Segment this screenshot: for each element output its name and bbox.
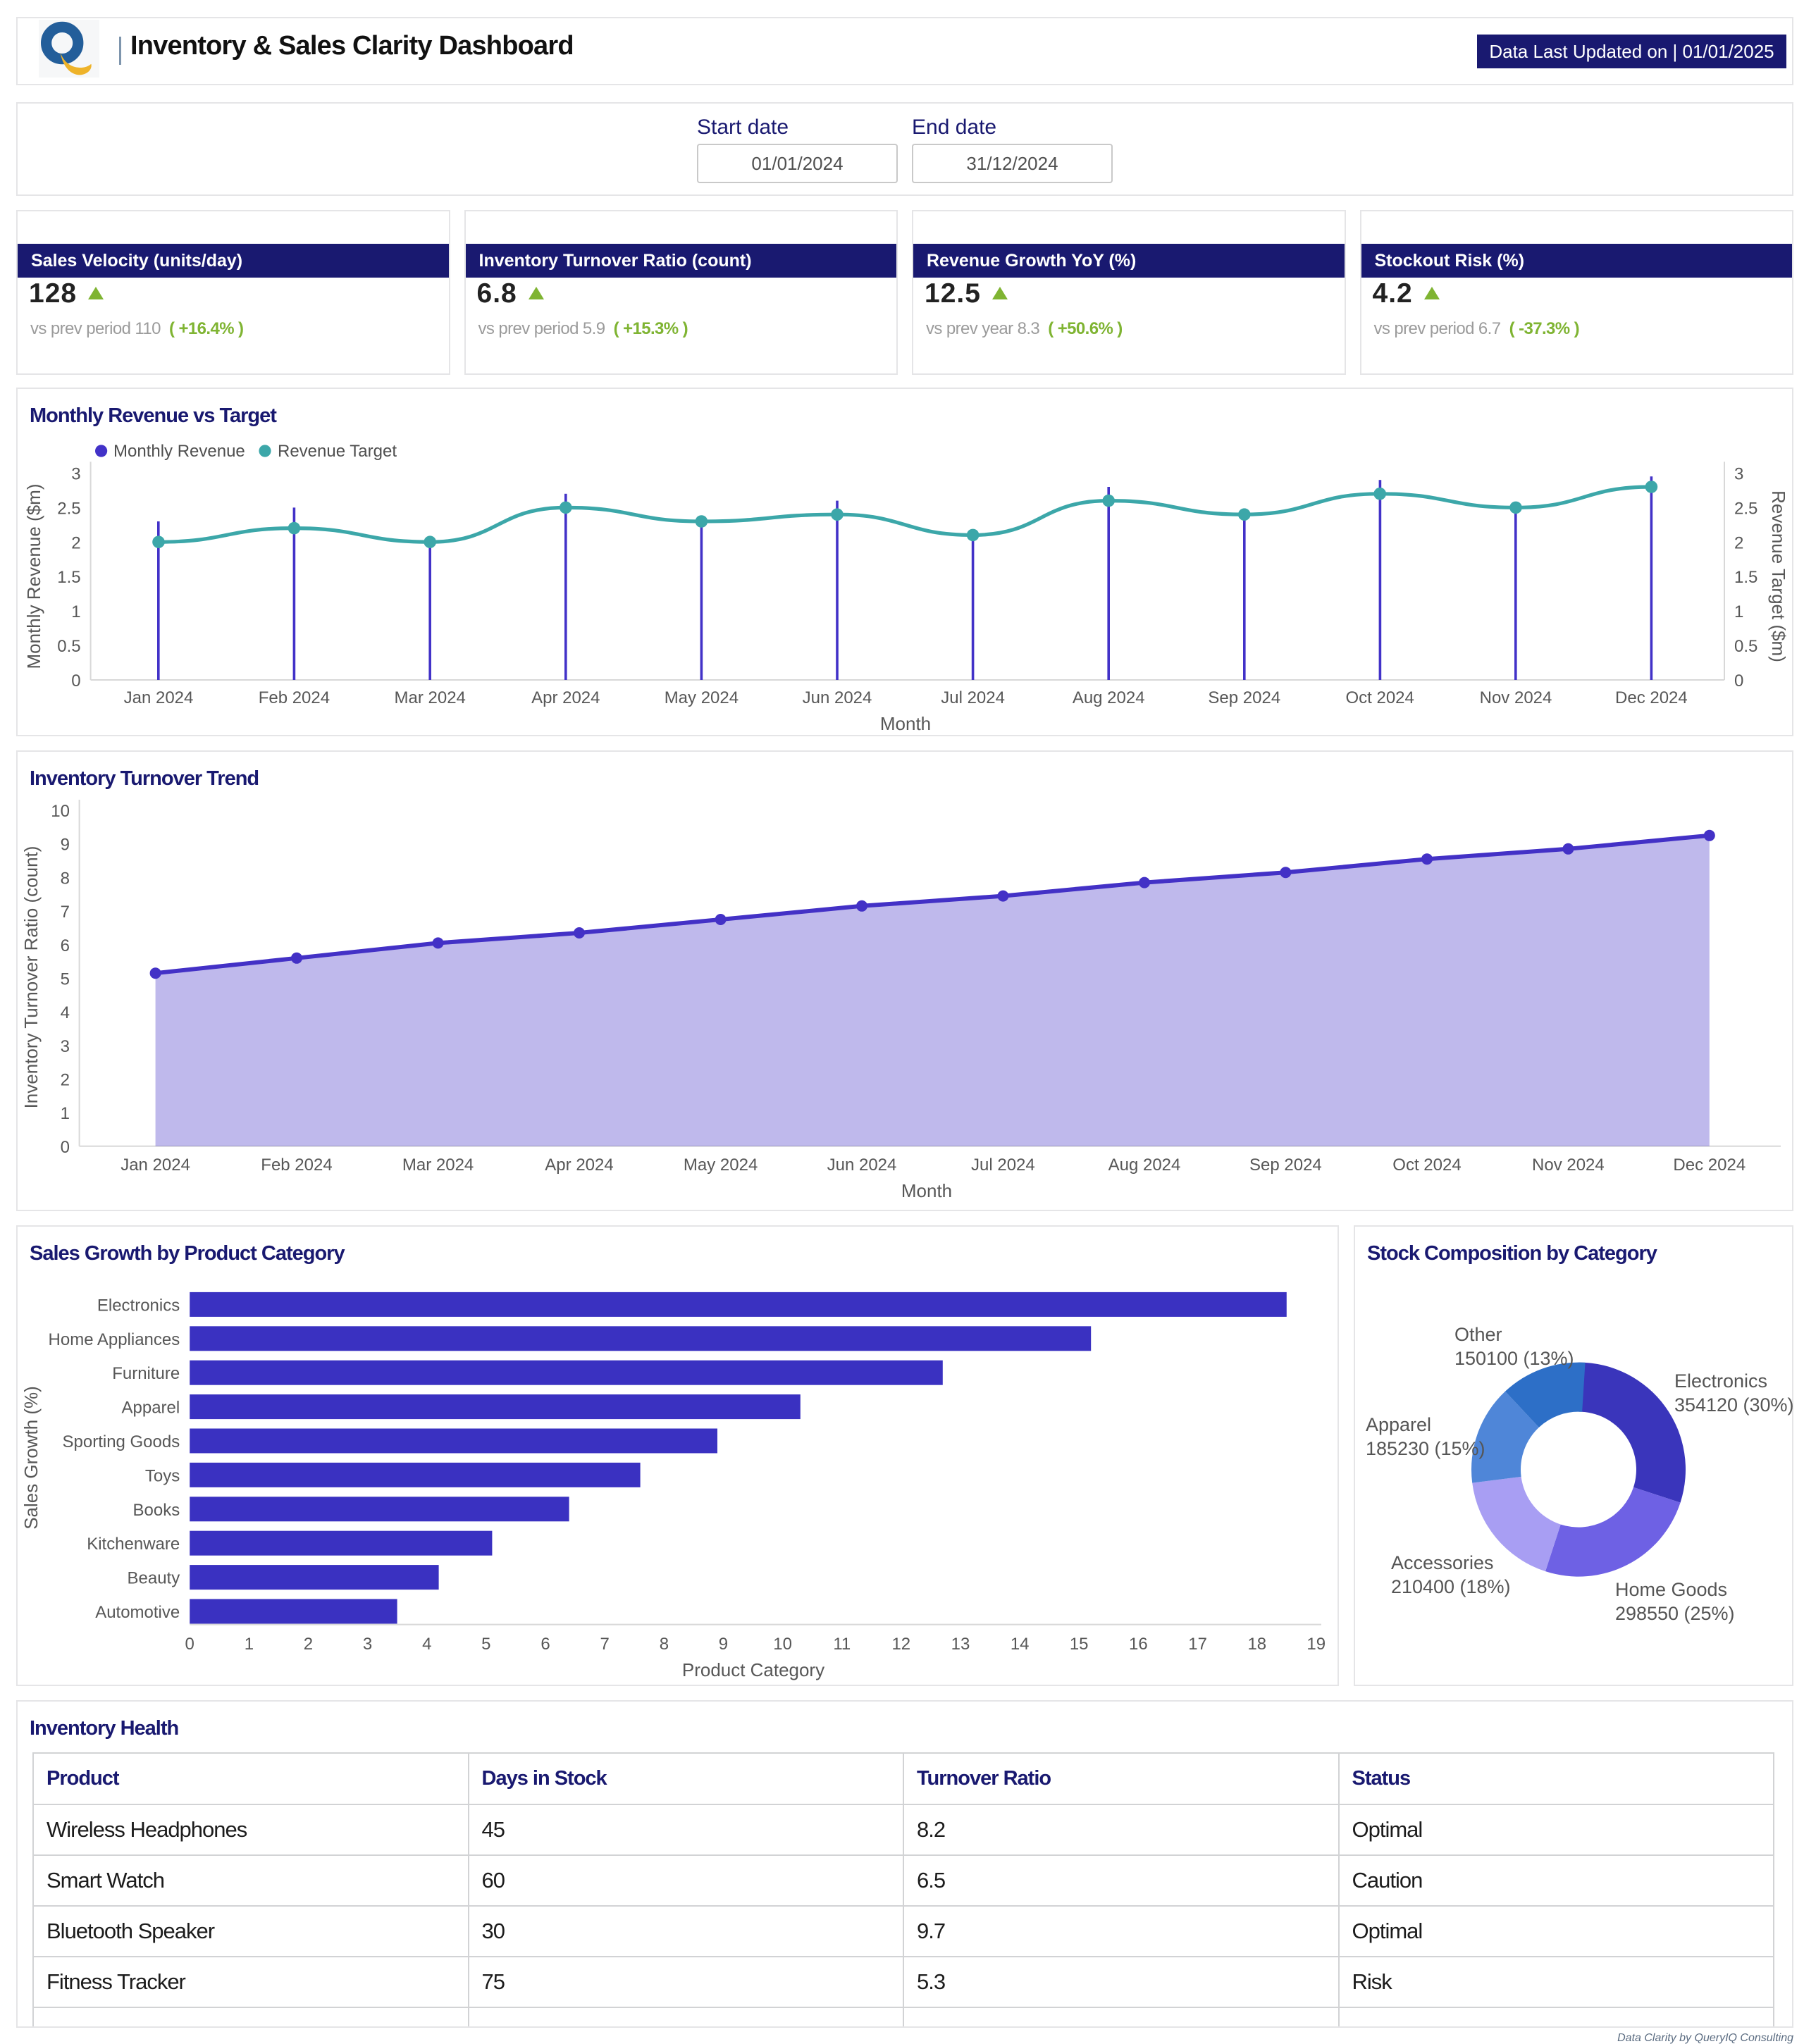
svg-text:Accessories: Accessories [1391, 1552, 1493, 1573]
svg-text:Jan 2024: Jan 2024 [124, 688, 194, 707]
svg-text:18: 18 [1247, 1635, 1266, 1654]
svg-text:Oct 2024: Oct 2024 [1345, 688, 1414, 707]
svg-text:14: 14 [1011, 1635, 1030, 1654]
svg-text:1: 1 [61, 1104, 70, 1123]
svg-text:7: 7 [61, 903, 70, 922]
svg-text:4: 4 [61, 1003, 70, 1022]
svg-text:2.5: 2.5 [57, 500, 80, 519]
svg-text:Home Appliances: Home Appliances [49, 1330, 180, 1349]
svg-text:5: 5 [61, 970, 70, 989]
svg-text:Product Category: Product Category [682, 1659, 824, 1680]
svg-text:2: 2 [71, 534, 80, 553]
svg-text:8: 8 [61, 869, 70, 888]
svg-text:6: 6 [61, 936, 70, 955]
svg-text:3: 3 [363, 1635, 372, 1654]
svg-text:1.5: 1.5 [1734, 569, 1757, 588]
svg-text:1: 1 [245, 1635, 254, 1654]
svg-text:Aug 2024: Aug 2024 [1073, 688, 1145, 707]
svg-text:185230 (15%): 185230 (15%) [1366, 1438, 1485, 1459]
svg-text:Furniture: Furniture [112, 1365, 180, 1384]
svg-text:15: 15 [1070, 1635, 1089, 1654]
svg-text:Apr 2024: Apr 2024 [545, 1156, 613, 1175]
svg-text:Feb 2024: Feb 2024 [261, 1156, 332, 1175]
svg-text:Month: Month [901, 1180, 952, 1201]
svg-text:Beauty: Beauty [128, 1569, 180, 1588]
svg-text:5: 5 [481, 1635, 490, 1654]
svg-text:Dec 2024: Dec 2024 [1615, 688, 1688, 707]
svg-text:1: 1 [71, 603, 80, 622]
svg-text:Electronics: Electronics [97, 1296, 180, 1315]
svg-text:Toys: Toys [145, 1467, 180, 1486]
svg-text:Inventory Turnover Ratio (coun: Inventory Turnover Ratio (count) [20, 846, 42, 1109]
svg-text:150100 (13%): 150100 (13%) [1454, 1348, 1574, 1369]
svg-text:Sep 2024: Sep 2024 [1249, 1156, 1322, 1175]
svg-text:9: 9 [719, 1635, 728, 1654]
svg-text:Sep 2024: Sep 2024 [1208, 688, 1280, 707]
svg-text:Jul 2024: Jul 2024 [941, 688, 1005, 707]
svg-text:17: 17 [1188, 1635, 1207, 1654]
svg-text:9: 9 [61, 836, 70, 855]
svg-text:298550 (25%): 298550 (25%) [1615, 1603, 1735, 1624]
svg-text:Sales Growth (%): Sales Growth (%) [20, 1387, 42, 1530]
svg-text:Jun 2024: Jun 2024 [803, 688, 872, 707]
svg-text:0.5: 0.5 [1734, 637, 1757, 656]
svg-text:2: 2 [304, 1635, 313, 1654]
svg-text:0: 0 [61, 1138, 70, 1157]
svg-text:0.5: 0.5 [57, 637, 80, 656]
svg-text:10: 10 [51, 802, 70, 821]
svg-text:Kitchenware: Kitchenware [87, 1535, 180, 1554]
svg-text:Other: Other [1454, 1324, 1502, 1345]
svg-text:0: 0 [71, 671, 80, 690]
svg-text:Aug 2024: Aug 2024 [1108, 1156, 1181, 1175]
svg-text:0: 0 [185, 1635, 194, 1654]
svg-text:Revenue Target: Revenue Target [278, 442, 397, 461]
svg-text:Automotive: Automotive [95, 1603, 180, 1622]
svg-text:Jul 2024: Jul 2024 [971, 1156, 1035, 1175]
svg-text:2: 2 [61, 1070, 70, 1089]
svg-text:Mar 2024: Mar 2024 [395, 688, 466, 707]
svg-text:Revenue Target ($m): Revenue Target ($m) [1768, 491, 1789, 663]
svg-text:May 2024: May 2024 [684, 1156, 758, 1175]
svg-text:1.5: 1.5 [57, 569, 80, 588]
svg-text:Monthly Revenue: Monthly Revenue [113, 442, 245, 461]
svg-text:7: 7 [600, 1635, 610, 1654]
svg-text:Mar 2024: Mar 2024 [402, 1156, 474, 1175]
svg-text:4: 4 [422, 1635, 431, 1654]
svg-text:3: 3 [71, 465, 80, 484]
svg-text:6: 6 [540, 1635, 550, 1654]
svg-text:2.5: 2.5 [1734, 500, 1757, 519]
svg-text:1: 1 [1734, 603, 1743, 622]
svg-text:210400 (18%): 210400 (18%) [1391, 1576, 1511, 1597]
svg-text:Jun 2024: Jun 2024 [827, 1156, 897, 1175]
svg-text:10: 10 [773, 1635, 792, 1654]
svg-text:Electronics: Electronics [1674, 1370, 1767, 1392]
svg-text:Apparel: Apparel [1366, 1414, 1431, 1435]
svg-text:8: 8 [660, 1635, 669, 1654]
svg-text:Jan 2024: Jan 2024 [121, 1156, 190, 1175]
svg-text:Oct 2024: Oct 2024 [1392, 1156, 1461, 1175]
svg-text:0: 0 [1734, 671, 1743, 690]
svg-text:11: 11 [833, 1635, 851, 1654]
svg-text:354120 (30%): 354120 (30%) [1674, 1394, 1794, 1416]
svg-text:3: 3 [61, 1037, 70, 1056]
svg-text:3: 3 [1734, 465, 1743, 484]
svg-text:Nov 2024: Nov 2024 [1480, 688, 1552, 707]
svg-text:2: 2 [1734, 534, 1743, 553]
svg-text:19: 19 [1306, 1635, 1326, 1654]
svg-text:Month: Month [880, 713, 931, 734]
svg-text:Apparel: Apparel [122, 1399, 180, 1418]
svg-text:Monthly Revenue ($m): Monthly Revenue ($m) [23, 484, 44, 669]
svg-text:Home Goods: Home Goods [1615, 1579, 1727, 1600]
svg-text:Dec 2024: Dec 2024 [1673, 1156, 1746, 1175]
svg-text:Books: Books [133, 1501, 180, 1520]
svg-text:May 2024: May 2024 [665, 688, 739, 707]
svg-text:Feb 2024: Feb 2024 [259, 688, 330, 707]
svg-text:12: 12 [891, 1635, 910, 1654]
svg-text:16: 16 [1129, 1635, 1148, 1654]
svg-text:Sporting Goods: Sporting Goods [63, 1432, 180, 1451]
svg-text:Apr 2024: Apr 2024 [531, 688, 600, 707]
svg-text:13: 13 [951, 1635, 970, 1654]
svg-text:Nov 2024: Nov 2024 [1532, 1156, 1605, 1175]
